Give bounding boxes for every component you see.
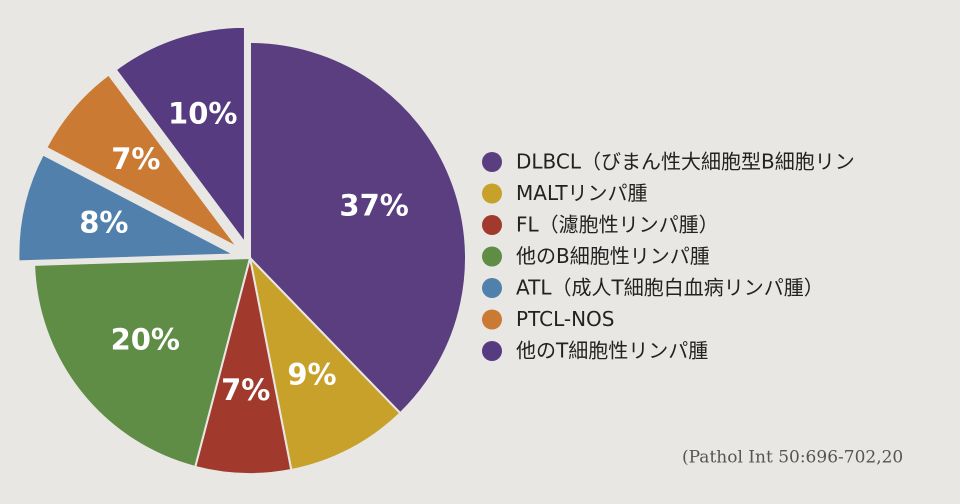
pie-slice — [114, 25, 246, 246]
legend-label: ATL（成人T細胞白血病リンパ腫） — [516, 276, 824, 300]
legend-swatch — [482, 309, 502, 330]
legend-swatch — [482, 278, 502, 298]
pie-slice — [33, 256, 252, 469]
legend-label: 他のB細胞性リンパ腫 — [516, 244, 710, 268]
legend-swatch — [482, 341, 502, 361]
slice-label: 7% — [111, 142, 160, 176]
slice-label: 10% — [168, 97, 237, 131]
pie-slice — [248, 254, 402, 472]
legend-swatch — [482, 183, 502, 204]
legend-label: PTCL-NOS — [516, 307, 614, 331]
pie-slice — [44, 73, 239, 249]
slice-label: 8% — [79, 206, 128, 240]
legend-label: MALTリンパ腫 — [516, 181, 648, 205]
slice-label: 20% — [111, 322, 180, 356]
slice-label: 9% — [287, 358, 336, 392]
citation: (Pathol Int 50:696-702,20 — [682, 448, 903, 468]
legend-label: FL（濾胞性リンパ腫） — [516, 213, 719, 237]
slice-label: 37% — [339, 189, 408, 223]
legend-swatch — [482, 152, 502, 172]
slice-label: 7% — [221, 373, 270, 407]
legend-swatch — [482, 215, 502, 235]
legend-swatch — [482, 246, 502, 267]
pie-slice — [249, 40, 467, 415]
pie-slice — [17, 153, 239, 263]
legend-label: DLBCL（びまん性大細胞型B細胞リン — [516, 150, 855, 174]
legend-label: 他のT細胞性リンパ腫 — [516, 339, 708, 363]
